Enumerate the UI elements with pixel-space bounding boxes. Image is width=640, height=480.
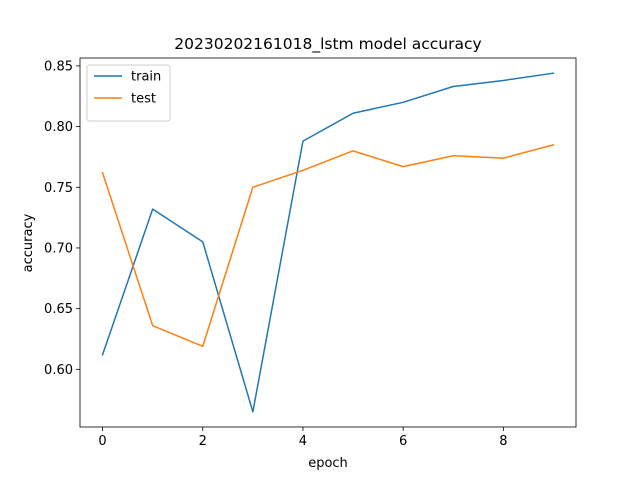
series-line-train (101, 72, 555, 413)
x-tick-label: 2 (199, 434, 207, 449)
y-tick-label: 0.60 (44, 363, 73, 378)
y-tick-label: 0.70 (44, 241, 73, 256)
legend: train test (86, 64, 171, 122)
x-tick-label: 6 (399, 434, 407, 449)
legend-label-train: train (131, 70, 161, 85)
legend-label-test: test (131, 92, 156, 107)
x-tick-label: 8 (499, 434, 507, 449)
y-tick-label: 0.80 (44, 120, 73, 135)
y-tick-label: 0.65 (44, 302, 73, 317)
y-tick-label: 0.75 (44, 181, 73, 196)
x-axis-label: epoch (308, 456, 348, 471)
legend-box (86, 64, 171, 122)
series-line-test (101, 143, 555, 348)
x-tick-label: 0 (98, 434, 106, 449)
y-axis-label: accuracy (21, 213, 36, 272)
chart-title: 20230202161018_lstm model accuracy (174, 35, 481, 54)
axes-frame (79, 57, 577, 428)
plot-area: 0 2 4 6 8 0.60 0.65 0.70 0.75 0.80 0.85 (44, 57, 577, 449)
x-tick-label: 4 (299, 434, 307, 449)
y-tick-label: 0.85 (44, 59, 73, 74)
